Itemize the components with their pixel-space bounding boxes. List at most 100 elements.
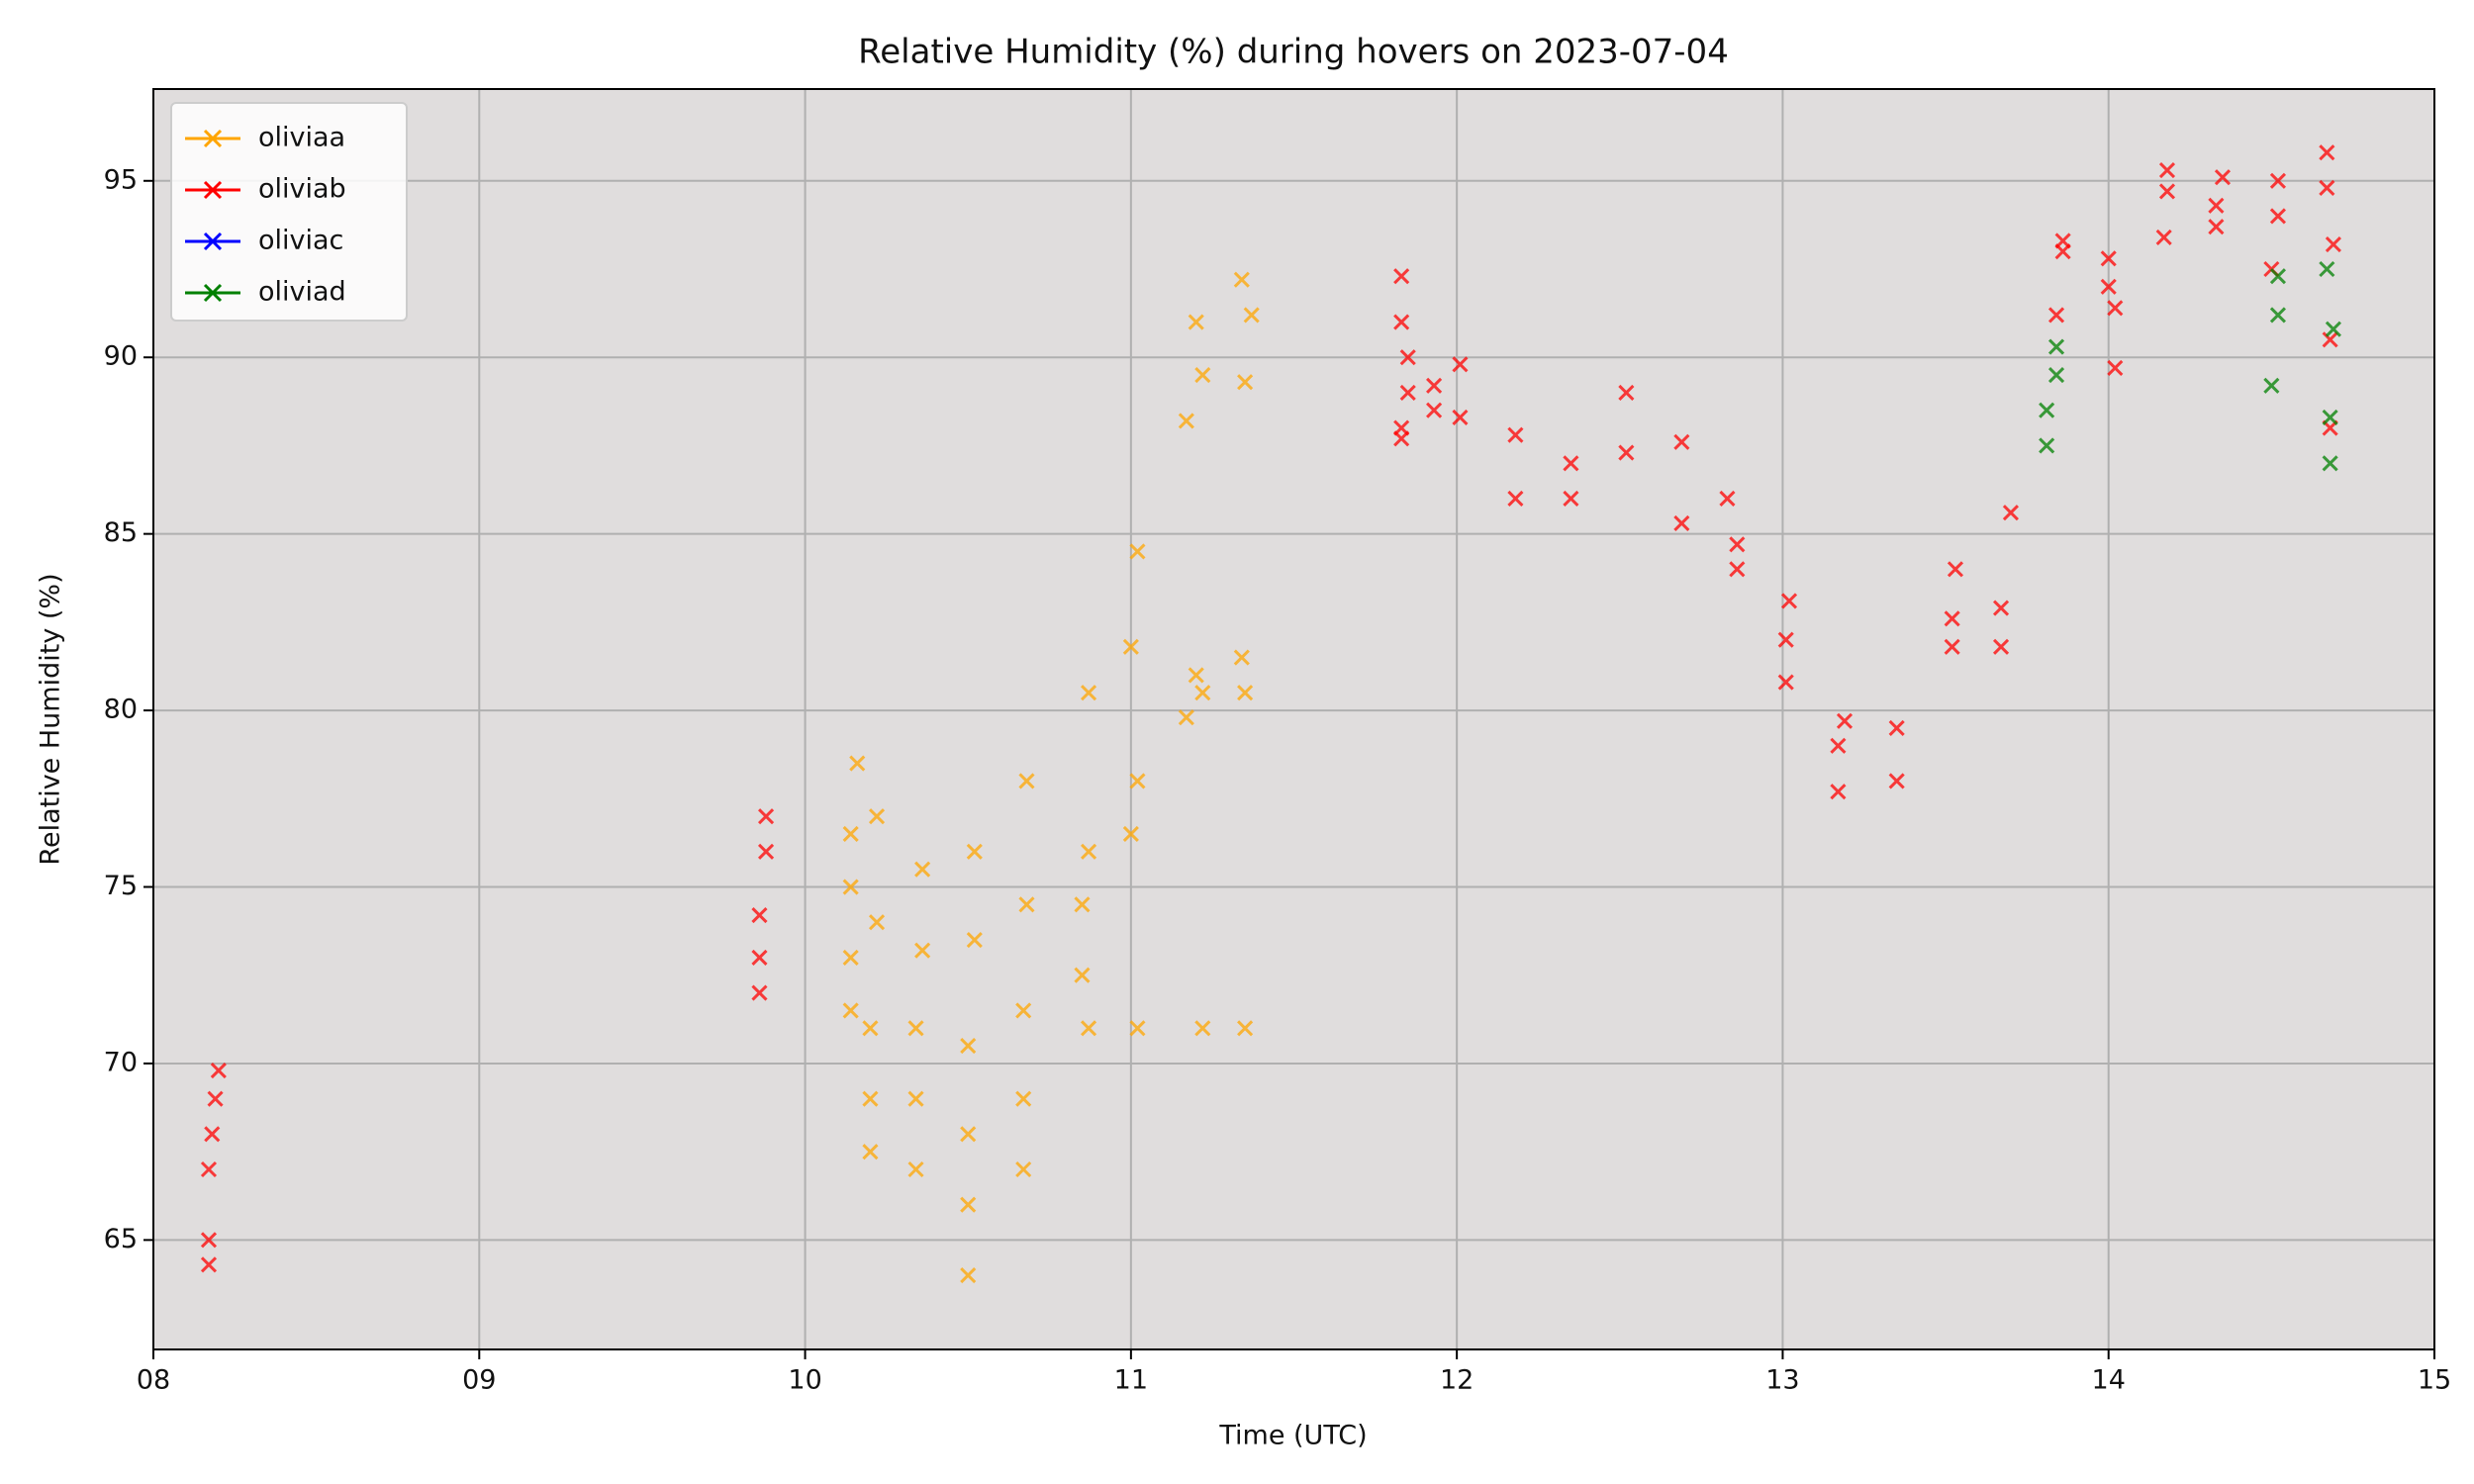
data-point — [1393, 430, 1410, 447]
data-point — [2054, 232, 2071, 249]
data-point — [1830, 737, 1847, 754]
data-point — [1233, 271, 1250, 288]
data-point — [1074, 896, 1091, 913]
data-point — [2002, 505, 2019, 521]
data-point — [1178, 413, 1194, 429]
x-tick-label: 12 — [1440, 1365, 1474, 1396]
legend-label: oliviad — [258, 277, 346, 308]
data-point — [2263, 377, 2280, 394]
data-point — [1452, 356, 1469, 373]
data-point — [2047, 366, 2065, 384]
y-tick-label: 65 — [104, 1224, 138, 1254]
data-point — [1018, 773, 1035, 789]
y-axis-label: Relative Humidity (%) — [36, 573, 66, 865]
data-point — [1122, 825, 1139, 843]
data-point — [1015, 1160, 1032, 1178]
data-point — [2107, 359, 2124, 376]
data-point — [868, 808, 886, 825]
data-point — [1188, 314, 1204, 330]
data-point — [1188, 667, 1204, 684]
data-point — [2214, 169, 2232, 186]
data-point — [1080, 1020, 1097, 1037]
data-point — [1563, 455, 1579, 472]
data-point — [1080, 843, 1097, 860]
x-tick-label: 08 — [137, 1365, 170, 1396]
data-point — [2319, 260, 2335, 278]
data-point — [1399, 384, 1416, 401]
data-point — [1507, 426, 1524, 443]
data-point — [1194, 1020, 1211, 1037]
data-point — [862, 1020, 879, 1037]
data-point — [1194, 685, 1211, 701]
data-point — [751, 906, 768, 924]
legend-marker — [203, 283, 223, 303]
data-point — [1080, 685, 1097, 701]
data-point — [842, 825, 859, 843]
data-point — [2208, 219, 2225, 235]
data-point — [907, 1020, 924, 1037]
legend-label: oliviab — [258, 174, 346, 205]
data-point — [2325, 235, 2341, 253]
data-point — [1015, 1002, 1032, 1019]
data-point — [2047, 307, 2065, 324]
data-point — [2155, 229, 2172, 245]
data-point — [1888, 773, 1905, 789]
data-point — [1777, 674, 1794, 691]
y-tick-label: 90 — [104, 341, 138, 372]
x-tick-label: 09 — [462, 1365, 496, 1396]
data-point — [862, 1090, 879, 1107]
data-point — [2322, 455, 2338, 472]
data-point — [1944, 638, 1960, 655]
data-point — [1944, 610, 1960, 627]
data-point — [2039, 402, 2055, 418]
data-point — [1992, 600, 2010, 616]
y-tick-label: 80 — [104, 695, 138, 725]
data-point — [966, 843, 983, 860]
data-point — [1452, 409, 1469, 425]
data-point — [849, 755, 866, 772]
data-point — [1393, 314, 1410, 330]
data-point — [1393, 268, 1410, 285]
x-tick-label: 14 — [2092, 1365, 2126, 1396]
legend-label: oliviaa — [258, 123, 345, 153]
data-point — [2158, 162, 2176, 179]
data-point — [2208, 197, 2225, 214]
data-point — [207, 1090, 224, 1107]
plot-frame — [152, 88, 2435, 1350]
data-point — [2158, 183, 2176, 200]
data-point — [2269, 172, 2287, 189]
data-point — [2107, 300, 2124, 317]
data-point — [757, 808, 775, 825]
data-point — [1178, 709, 1194, 726]
data-point — [1015, 1090, 1032, 1107]
data-point — [1780, 593, 1798, 609]
data-point — [2269, 307, 2287, 324]
data-point — [1777, 631, 1794, 648]
legend: oliviaa oliviab oliviac oliviad — [170, 102, 408, 322]
data-point — [2322, 409, 2338, 425]
data-point — [1507, 490, 1524, 508]
x-tick-label: 13 — [1765, 1365, 1799, 1396]
data-point — [2319, 179, 2335, 196]
legend-marker — [203, 129, 223, 148]
data-point — [1836, 712, 1854, 729]
data-point — [1237, 685, 1254, 701]
data-point — [1729, 561, 1746, 578]
data-point — [2325, 321, 2341, 337]
data-point — [2319, 144, 2335, 161]
data-point — [1399, 349, 1416, 366]
data-point — [200, 1160, 218, 1178]
data-point — [1729, 536, 1746, 553]
data-point — [1888, 719, 1905, 736]
y-tick-label: 75 — [104, 871, 138, 901]
y-tick-label: 95 — [104, 164, 138, 195]
data-point — [868, 914, 886, 931]
data-point — [1673, 514, 1690, 532]
x-tick-label: 11 — [1114, 1365, 1148, 1396]
data-point — [1074, 967, 1091, 983]
data-point — [1243, 307, 1260, 324]
y-tick-label: 85 — [104, 517, 138, 548]
data-point — [960, 1266, 977, 1284]
data-point — [1719, 490, 1736, 508]
